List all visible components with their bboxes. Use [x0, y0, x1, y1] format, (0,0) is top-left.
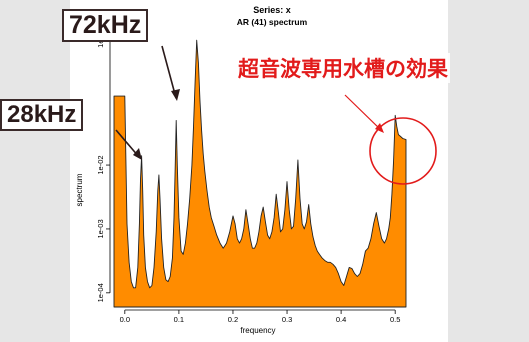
- y-tick-label: 1e-03: [96, 219, 105, 238]
- x-tick-label: 0.0: [120, 315, 130, 324]
- callout-28khz: 28kHz: [0, 99, 84, 131]
- x-tick-label: 0.3: [282, 315, 292, 324]
- callout-28khz-text: 28kHz: [7, 101, 77, 128]
- arrow-72k-head: [171, 89, 180, 101]
- chart-subtitle: AR (41) spectrum: [237, 17, 308, 27]
- highlight-ellipse: [369, 117, 437, 185]
- spectrum-area: [113, 39, 407, 308]
- arrow-note-line: [344, 94, 383, 132]
- annotation-overlay: [115, 45, 437, 185]
- plot-layer: [113, 39, 407, 308]
- chart-title: Series: x: [253, 5, 291, 15]
- x-tick-label: 0.5: [390, 315, 400, 324]
- x-tick-label: 0.4: [336, 315, 346, 324]
- y-axis-label: spectrum: [75, 173, 84, 206]
- x-tick-label: 0.1: [174, 315, 184, 324]
- x-tick-label: 0.2: [228, 315, 238, 324]
- ultrasonic-tank-note: 超音波専用水槽の効果: [236, 53, 450, 83]
- y-tick-label: 1e-04: [96, 283, 105, 302]
- arrow-28k-head: [133, 148, 142, 160]
- ultrasonic-tank-note-text: 超音波専用水槽の効果: [238, 57, 448, 81]
- x-axis-label: frequency: [240, 326, 275, 335]
- callout-72khz: 72kHz: [62, 9, 149, 42]
- callout-72khz-text: 72kHz: [69, 11, 142, 39]
- y-tick-label: 1e-02: [96, 155, 105, 174]
- arrow-72k-line: [161, 45, 177, 99]
